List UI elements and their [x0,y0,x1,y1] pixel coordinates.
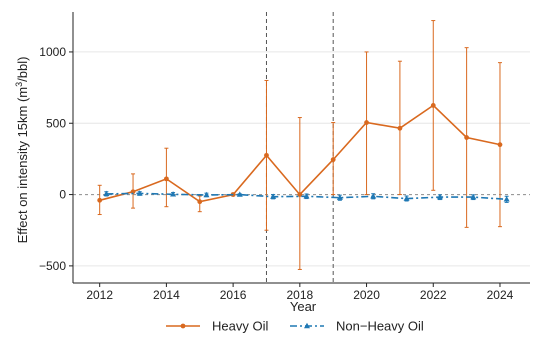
reference-lines [73,12,530,283]
y-axis-title: Effect on intensity 15km (m3/bbl) [14,57,30,244]
data-point [270,193,277,199]
y-axis-title-main: Effect on intensity 15km (m [15,87,30,244]
y-tick-label: 1000 [39,45,66,59]
data-point [403,195,410,201]
x-tick-label: 2014 [153,288,180,302]
series-1 [97,20,503,270]
x-axis-title: Year [290,299,317,314]
data-point [303,193,310,199]
x-tick-label: 2018 [286,288,313,302]
data-point [103,190,110,197]
data-point [470,193,477,200]
data-point [236,191,243,197]
series-layer [97,20,510,270]
x-tick-label: 2024 [487,288,514,302]
legend-marker [304,322,310,329]
data-point [97,197,103,203]
x-tick-label: 2022 [420,288,447,302]
data-point [436,193,443,200]
data-point [197,199,203,205]
data-point [264,152,269,158]
data-point [430,103,436,108]
data-point [397,125,403,131]
y-tick-label: 500 [46,116,66,130]
y-axis-title-superscript: 3 [14,82,24,87]
series-2 [103,190,510,203]
legend-label: Heavy Oil [212,319,268,334]
legend-item-1: Heavy Oil [166,319,268,334]
x-tick-label: 2020 [353,288,380,302]
data-point [297,192,303,197]
data-point [497,142,503,148]
x-tick-label: 2012 [86,288,113,302]
legend-item-2: Non−Heavy Oil [290,319,424,334]
legend-label: Non−Heavy Oil [336,319,424,334]
legend-marker [180,323,186,329]
axes: −500 0 500 1000 2012 2014 2016 2018 2020 2022 2024 [39,12,530,302]
y-tick-label: −500 [39,259,66,273]
data-point [330,157,336,163]
legend: Heavy Oil Non−Heavy Oil [166,319,424,334]
data-point [370,193,377,199]
data-point [503,196,510,202]
data-point [464,135,470,140]
data-point [364,120,369,125]
data-point [136,190,143,196]
grid-layer [73,51,530,267]
data-point [336,194,343,200]
data-point [203,191,210,198]
y-tick-label: 0 [59,188,66,202]
data-point [164,176,169,182]
x-tick-label: 2016 [220,288,247,302]
data-point [170,191,177,197]
y-axis-title-tail: /bbl) [15,57,30,82]
